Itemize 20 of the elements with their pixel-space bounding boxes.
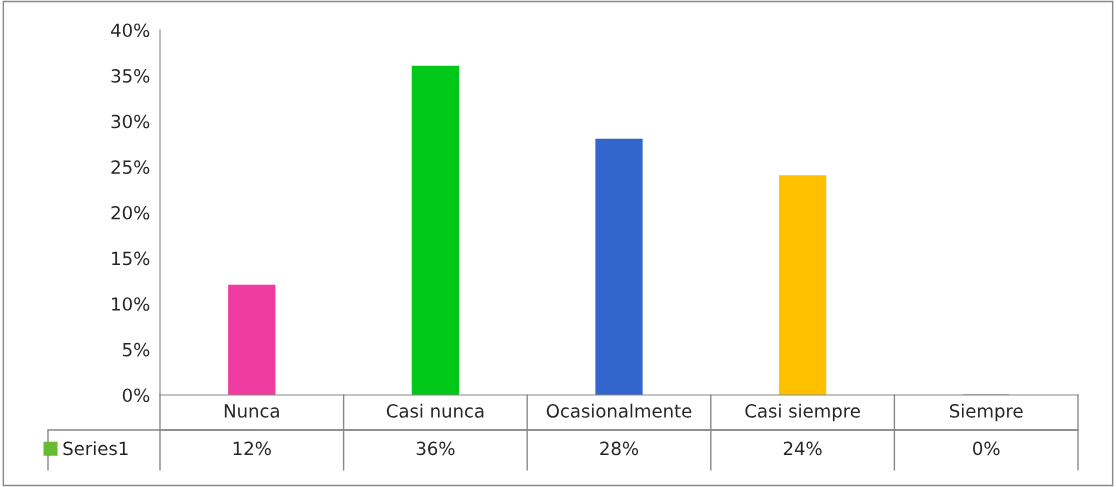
x-tick-label: Siempre [950, 403, 1023, 422]
text: Series1 [63, 441, 128, 456]
x-tick-label: Casi nunca [386, 403, 484, 418]
data-label: 24% [783, 441, 822, 456]
y-tick-label: 35% [111, 69, 150, 83]
y-tick-label: 10% [112, 297, 150, 311]
y-tick-label: 20% [111, 205, 150, 220]
y-tick-label: 25% [111, 160, 150, 174]
data-label: 12% [233, 441, 271, 456]
x-tick-label: Nunca [224, 404, 279, 418]
data-label: 36% [416, 441, 455, 456]
x-tick-label: Ocasionalmente [546, 403, 692, 418]
data-label: 0% [973, 441, 1000, 456]
data-label: 28% [600, 441, 639, 456]
y-tick-label: 30% [111, 114, 150, 129]
y-tick-label: 15% [112, 251, 150, 266]
y-tick-label: 0% [122, 388, 150, 403]
y-tick-label: 5% [123, 342, 150, 357]
x-tick-label: Casi siempre [745, 403, 860, 422]
y-tick-label: 40% [111, 23, 150, 38]
